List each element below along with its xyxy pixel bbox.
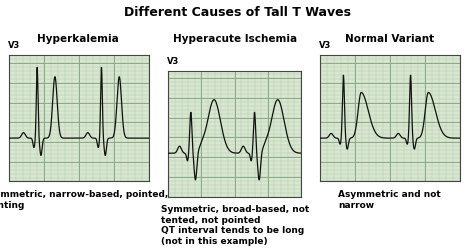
Text: Symmetric, narrow-based, pointed,
tenting: Symmetric, narrow-based, pointed, tentin… bbox=[0, 190, 168, 210]
Text: Different Causes of Tall T Waves: Different Causes of Tall T Waves bbox=[124, 6, 350, 19]
Text: V3: V3 bbox=[8, 41, 20, 50]
Text: Asymmetric and not
narrow: Asymmetric and not narrow bbox=[338, 190, 441, 210]
Text: Hyperacute Ischemia: Hyperacute Ischemia bbox=[173, 34, 297, 44]
Text: Symmetric, broad-based, not
tented, not pointed
QT interval tends to be long
(no: Symmetric, broad-based, not tented, not … bbox=[161, 205, 309, 246]
Text: Hyperkalemia: Hyperkalemia bbox=[37, 34, 119, 44]
Text: V3: V3 bbox=[167, 56, 179, 66]
Text: V3: V3 bbox=[319, 41, 331, 50]
Text: Normal Variant: Normal Variant bbox=[345, 34, 434, 44]
